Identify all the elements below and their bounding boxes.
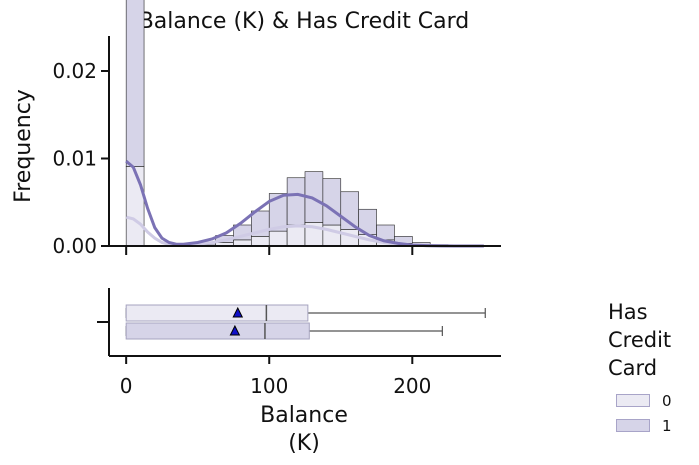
histogram-bar-0 — [286, 224, 306, 247]
y-axis-label: Frequency — [11, 89, 36, 203]
x-tick-label: 200 — [393, 374, 431, 398]
y-tick-label: 0.00 — [52, 234, 97, 258]
legend-swatch-0 — [616, 394, 650, 407]
legend-item-1: 1 — [608, 413, 698, 438]
boxplot-panel: 0 100 200 — [97, 288, 501, 398]
histogram-bar-1 — [125, 0, 145, 167]
legend-title-line: Card — [608, 356, 658, 380]
histogram-bar-1 — [286, 177, 306, 226]
legend-title-line: Has — [608, 300, 648, 324]
x-axis-label: Balance — [260, 403, 348, 428]
histogram-panel: 0.00 0.01 0.02 — [52, 0, 501, 258]
chart-title: Balance (K) & Has Credit Card — [139, 9, 470, 34]
x-axis-label-unit: (K) — [288, 431, 320, 456]
box-mean-marker-1 — [229, 324, 241, 336]
legend-item-0: 0 — [608, 388, 698, 413]
histogram-bar-0 — [251, 236, 270, 247]
legend-label-1: 1 — [662, 416, 672, 435]
legend-title: Has Credit Card — [608, 298, 698, 382]
x-tick-label: 0 — [120, 374, 133, 398]
legend: Has Credit Card 0 1 — [608, 298, 698, 438]
histogram-bar-1 — [322, 178, 342, 226]
y-tick-label: 0.01 — [52, 147, 97, 171]
box-0 — [125, 304, 309, 322]
box-mean-marker-0 — [232, 306, 244, 318]
histogram-bar-0 — [268, 230, 288, 247]
x-tick-label: 100 — [250, 374, 288, 398]
histogram-bar-0 — [125, 166, 145, 247]
y-tick-label: 0.02 — [52, 59, 97, 83]
legend-title-line: Credit — [608, 328, 672, 352]
legend-label-0: 0 — [662, 391, 672, 410]
legend-swatch-1 — [616, 419, 650, 432]
box-1 — [125, 322, 310, 340]
